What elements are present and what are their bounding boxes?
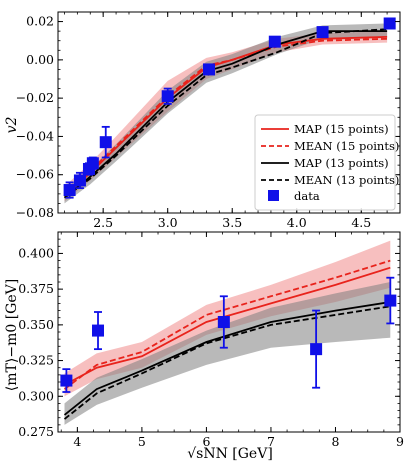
x-tick-label: 3.5 xyxy=(222,215,242,230)
x-tick-label: 4.5 xyxy=(351,215,371,230)
plot-frame xyxy=(57,11,401,214)
data-point xyxy=(268,35,281,48)
bottom-xlabel: √sNN [GeV] xyxy=(187,446,273,462)
data-point xyxy=(217,316,230,328)
data-point xyxy=(92,324,105,337)
series-line xyxy=(63,301,391,416)
data-point xyxy=(384,294,397,307)
uncertainty-band xyxy=(64,23,388,204)
y-tick-label: −0.08 xyxy=(16,205,54,220)
y-tick-label: 0.325 xyxy=(18,353,54,368)
uncertainty-band xyxy=(64,282,391,425)
x-tick-label: 4 xyxy=(73,434,81,449)
y-tick-label: 0.00 xyxy=(26,52,54,67)
data-point xyxy=(310,343,323,356)
y-tick-label: 0.375 xyxy=(18,281,54,296)
y-tick-label: 0.350 xyxy=(18,317,54,332)
x-tick-label: 3.0 xyxy=(158,215,178,230)
y-tick-label: −0.02 xyxy=(16,90,54,105)
x-tick-label: 4.0 xyxy=(287,215,307,230)
x-tick-label: 9 xyxy=(396,434,404,449)
y-tick-label: 0.300 xyxy=(18,388,54,403)
legend-label: MAP (15 points) xyxy=(294,122,389,136)
x-tick-label: 5 xyxy=(138,434,146,449)
series-line xyxy=(64,266,391,386)
legend-entry-mean-13: MEAN (13 points) xyxy=(261,173,399,187)
data-point xyxy=(161,90,174,103)
y-tick-label: −0.04 xyxy=(16,128,54,143)
data-point xyxy=(86,157,99,170)
x-tick-label: 6 xyxy=(202,434,210,449)
data-point xyxy=(63,184,76,197)
y-tick-label: 0.02 xyxy=(26,14,54,29)
legend-entry-map-15: MAP (15 points) xyxy=(261,122,389,136)
x-tick-label: 7 xyxy=(267,434,275,449)
bottom-ylabel: ⟨mT⟩−m0 [GeV] xyxy=(4,279,20,391)
data-point xyxy=(316,26,329,39)
y-tick-label: 0.275 xyxy=(18,424,54,439)
legend-entry-data: data xyxy=(268,189,320,203)
legend-label: MEAN (13 points) xyxy=(294,173,399,187)
data-point xyxy=(73,174,86,187)
data-point xyxy=(383,17,396,30)
y-tick-label: 0.400 xyxy=(18,245,54,260)
legend-entry-map-13: MAP (13 points) xyxy=(261,156,389,170)
data-point xyxy=(99,136,112,149)
legend-label: MAP (13 points) xyxy=(294,156,389,170)
legend-label: data xyxy=(294,189,320,203)
y-tick-label: −0.06 xyxy=(16,167,54,182)
top-ylabel: v2 xyxy=(4,117,20,134)
data-point xyxy=(202,63,215,76)
v2-panel: 2.5 3.0 3.5 4.0 4.5 0.02 0.00 −0.02 −0.04 −0.06 −0… xyxy=(16,11,401,230)
x-tick-label: 8 xyxy=(331,434,339,449)
legend-marker xyxy=(268,190,279,201)
legend-entry-mean-15: MEAN (15 points) xyxy=(261,139,399,153)
x-tick-label: 2.5 xyxy=(93,215,113,230)
series-line xyxy=(63,259,391,390)
data-point xyxy=(60,374,73,387)
mean-mt-panel: 4 5 6 7 8 9 0.400 0.375 0.350 0.325 0.300 0.275 xyxy=(18,231,404,449)
series-line xyxy=(63,305,391,420)
legend: MAP (15 points) MEAN (15 points) MAP (13… xyxy=(254,114,399,211)
legend-label: MEAN (15 points) xyxy=(294,139,399,153)
legend-box xyxy=(254,114,396,211)
